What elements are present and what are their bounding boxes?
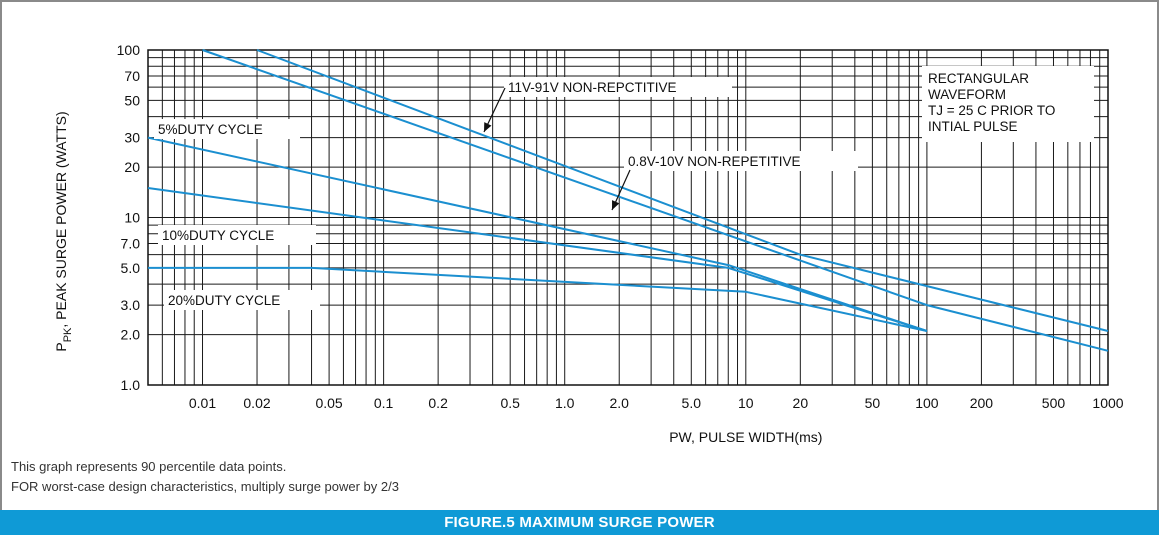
chart-series (147, 49, 1109, 352)
y-tick-label: 30 (124, 130, 140, 146)
series-label-background (164, 290, 320, 310)
x-tick-label: 10 (738, 395, 754, 411)
x-tick-label: 20 (793, 395, 809, 411)
y-tick-label: 5.0 (121, 260, 141, 276)
x-tick-label: 50 (865, 395, 881, 411)
y-tick-label: 7.0 (121, 235, 141, 251)
y-axis-title-subscript: PK (62, 327, 74, 342)
series-label: 0.8V-10V NON-REPETITIVE (628, 154, 801, 169)
y-tick-label: 50 (124, 92, 140, 108)
note-worst-case: FOR worst-case design characteristics, m… (11, 479, 399, 494)
label-arrowhead (612, 200, 620, 210)
x-tick-label: 200 (970, 395, 994, 411)
x-tick-label: 500 (1042, 395, 1066, 411)
x-tick-label: 0.5 (500, 395, 520, 411)
series-label: 10%DUTY CYCLE (162, 228, 274, 243)
x-axis-title: PW, PULSE WIDTH(ms) (669, 429, 822, 445)
plot-border (147, 49, 1109, 386)
x-tick-label: 0.02 (243, 395, 270, 411)
label-arrowhead (484, 122, 492, 132)
y-tick-label: 70 (124, 68, 140, 84)
annotation-line: TJ = 25 C PRIOR TO (928, 103, 1055, 118)
x-tick-label: 0.1 (374, 395, 394, 411)
annotation-line: RECTANGULAR (928, 71, 1029, 86)
series-label-background (158, 225, 316, 245)
annotation-line: WAVEFORM (928, 87, 1006, 102)
series-line (256, 49, 1109, 332)
y-tick-label: 3.0 (121, 297, 141, 313)
x-tick-label: 1000 (1092, 395, 1123, 411)
series-label: 20%DUTY CYCLE (168, 293, 280, 308)
y-tick-label: 20 (124, 159, 140, 175)
y-axis-title-main: P (53, 342, 69, 351)
series-label: 5%DUTY CYCLE (158, 122, 263, 137)
x-tick-label: 0.01 (189, 395, 216, 411)
y-tick-label: 2.0 (121, 327, 141, 343)
series-line (202, 49, 1109, 352)
series-label: 11V-91V NON-REPCTITIVE (508, 80, 677, 95)
y-axis-title-rest: , PEAK SURGE POWER (WATTS) (53, 111, 69, 327)
series-label-background (624, 151, 858, 171)
y-tick-label: 10 (124, 210, 140, 226)
y-axis-title: PPK, PEAK SURGE POWER (WATTS) (53, 111, 74, 351)
y-tick-label: 1.0 (121, 377, 141, 393)
x-tick-label: 1.0 (555, 395, 575, 411)
surge-power-chart: 11V-91V NON-REPCTITIVE 0.8V-10V NON-REPET… (53, 42, 1124, 445)
x-tick-label: 5.0 (682, 395, 702, 411)
figure-caption: FIGURE.5 MAXIMUM SURGE POWER (0, 510, 1159, 535)
x-tick-label: 100 (915, 395, 939, 411)
note-percentile: This graph represents 90 percentile data… (11, 459, 287, 474)
x-tick-label: 0.2 (428, 395, 448, 411)
x-tick-label: 2.0 (609, 395, 629, 411)
annotation-background (922, 66, 1094, 142)
chart-tick-labels: 0.01 0.02 0.05 0.1 0.2 0.5 1.0 2.0 5.0 10 20 50 100 2… (117, 42, 1124, 411)
y-tick-label: 100 (117, 42, 141, 58)
chart-labels: 11V-91V NON-REPCTITIVE 0.8V-10V NON-REPET… (154, 66, 1094, 310)
series-line (147, 187, 928, 332)
series-line (148, 266, 928, 332)
annotation-line: INTIAL PULSE (928, 119, 1018, 134)
series-label-background (154, 119, 300, 139)
x-tick-label: 0.05 (315, 395, 342, 411)
series-label-background (504, 77, 732, 97)
